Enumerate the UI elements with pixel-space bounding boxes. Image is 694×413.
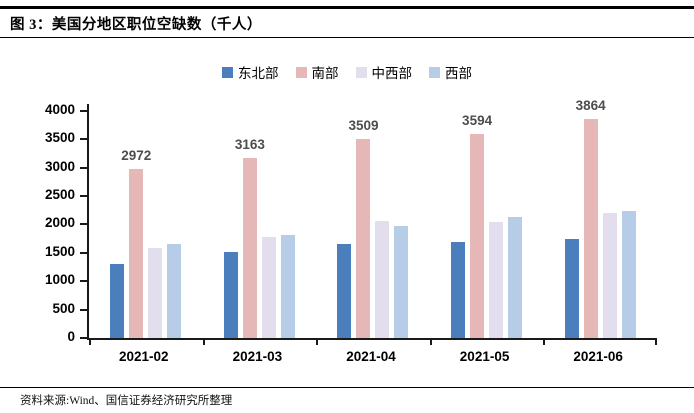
y-axis-label: 2000 xyxy=(44,215,75,230)
y-axis-label: 1500 xyxy=(44,244,75,259)
y-axis-label: 1000 xyxy=(44,272,75,287)
bar-south-2021-06: 3864 xyxy=(576,98,606,338)
x-axis-tick xyxy=(316,338,318,345)
bar-value-label: 3864 xyxy=(575,98,606,113)
bar-midwest-2021-03 xyxy=(261,237,276,338)
bar-value-label: 3163 xyxy=(234,137,265,152)
legend-label-northeast: 东北部 xyxy=(238,66,279,81)
legend-swatch-west xyxy=(429,66,440,78)
bar-south-2021-03: 3163 xyxy=(235,137,265,338)
bar-northeast-2021-02 xyxy=(110,264,125,338)
bar-northeast-2021-04 xyxy=(337,244,352,338)
bar-group-2021-03: 3163 xyxy=(203,111,317,338)
chart-legend: 东北部 南部 中西部 西部 xyxy=(0,61,694,83)
footer-divider xyxy=(0,387,694,388)
y-axis-line-extension xyxy=(87,104,89,111)
y-axis-tick xyxy=(80,309,87,311)
bar-value-label: 2972 xyxy=(121,148,152,163)
legend-label-midwest: 中西部 xyxy=(371,66,413,81)
bar-south-2021-02: 2972 xyxy=(121,148,151,338)
legend-swatch-south xyxy=(295,66,307,78)
bar-south-2021-04: 3509 xyxy=(348,118,379,338)
y-axis-tick xyxy=(80,167,87,169)
bar-northeast-2021-06 xyxy=(564,239,579,338)
x-axis-tick xyxy=(543,338,545,345)
bar-northeast-2021-05 xyxy=(451,242,466,338)
y-axis-tick xyxy=(80,110,87,112)
bar-value-label: 3509 xyxy=(348,118,379,133)
bar-west-2021-05 xyxy=(508,217,523,338)
legend-swatch-midwest xyxy=(355,66,367,78)
y-axis-label: 4000 xyxy=(44,102,75,117)
legend-label-south: 南部 xyxy=(311,66,339,81)
y-axis-label: 0 xyxy=(67,329,75,344)
figure-title: 图 3：美国分地区职位空缺数（千人） xyxy=(10,17,262,33)
legend-item-northeast: 东北部 xyxy=(222,62,279,82)
x-axis-label-2021-02: 2021-02 xyxy=(119,349,169,364)
y-axis-tick xyxy=(80,337,87,339)
top-divider xyxy=(0,6,694,9)
source-note: 资料来源:Wind、国信证券经济研究所整理 xyxy=(20,395,233,407)
bar-group-2021-04: 3509 xyxy=(316,111,430,338)
legend-item-south: 南部 xyxy=(295,62,339,82)
bar-west-2021-04 xyxy=(394,226,409,338)
title-divider xyxy=(0,37,694,38)
legend-label-west: 西部 xyxy=(445,66,472,81)
bar-groups-container: 2972 3163 3509 3594 3864 xyxy=(89,98,657,338)
x-axis-labels: 2021-02 2021-03 2021-04 2021-05 2021-06 xyxy=(87,349,655,364)
y-axis-label: 3500 xyxy=(44,130,75,145)
bar-group-2021-06: 3864 xyxy=(543,98,657,338)
x-axis-tick xyxy=(89,338,91,345)
bar-midwest-2021-04 xyxy=(375,221,390,338)
bar-west-2021-03 xyxy=(280,235,295,338)
x-axis-tick xyxy=(430,338,432,345)
bar-group-2021-02: 2972 xyxy=(89,111,203,338)
bar-west-2021-02 xyxy=(167,244,182,338)
bar-midwest-2021-05 xyxy=(489,222,504,338)
y-axis-tick xyxy=(80,138,87,140)
x-axis-label-2021-05: 2021-05 xyxy=(459,349,510,364)
bar-group-2021-05: 3594 xyxy=(430,111,544,338)
x-axis-label-2021-03: 2021-03 xyxy=(232,349,283,364)
bar-northeast-2021-03 xyxy=(223,252,238,338)
x-axis-tick xyxy=(203,338,205,345)
y-axis-tick xyxy=(80,223,87,225)
x-axis-label-2021-04: 2021-04 xyxy=(346,349,396,364)
y-axis-tick xyxy=(80,252,87,254)
bar-chart-plot-area: 2972 3163 3509 3594 3864 0 500 1000 1500 2000 250… xyxy=(45,98,657,345)
y-axis-label: 2500 xyxy=(44,187,75,202)
x-axis-tick xyxy=(655,338,657,345)
bar-midwest-2021-02 xyxy=(148,248,163,338)
y-axis-tick xyxy=(80,280,87,282)
legend-swatch-northeast xyxy=(222,66,233,78)
bar-midwest-2021-06 xyxy=(602,213,617,338)
x-axis-label-2021-06: 2021-06 xyxy=(573,349,623,364)
y-axis-label: 3000 xyxy=(44,159,75,174)
bar-value-label: 3594 xyxy=(462,113,493,128)
legend-item-west: 西部 xyxy=(429,62,472,82)
bar-west-2021-06 xyxy=(621,211,636,338)
legend-item-midwest: 中西部 xyxy=(355,62,413,82)
y-axis-label: 500 xyxy=(52,301,75,316)
y-axis-tick xyxy=(80,195,87,197)
bar-south-2021-05: 3594 xyxy=(462,113,492,338)
